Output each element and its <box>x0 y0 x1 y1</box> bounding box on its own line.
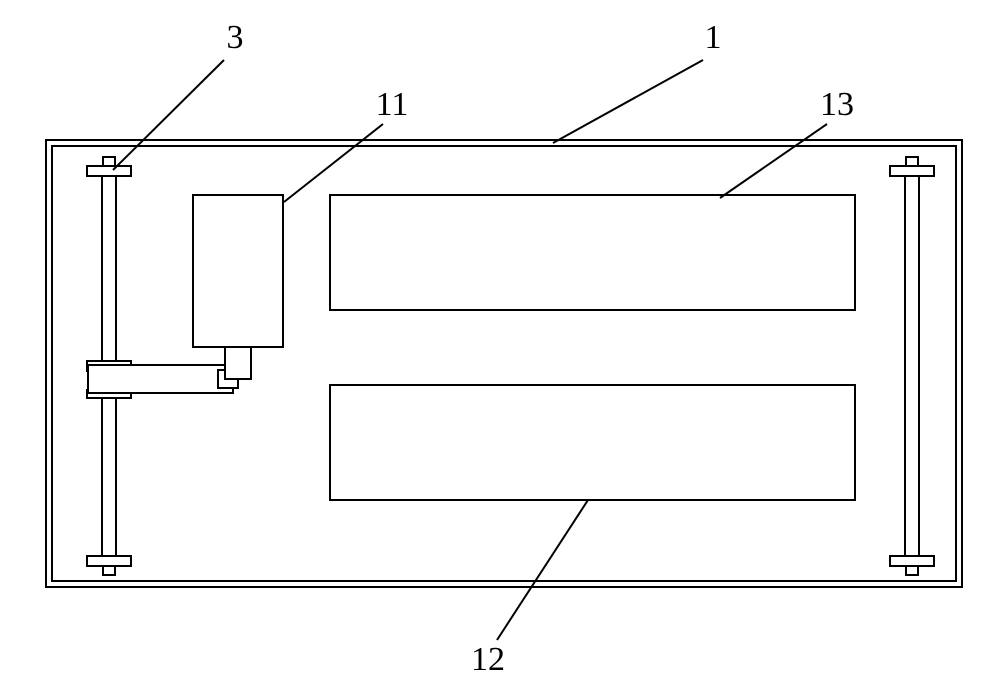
rod-left-cap-1 <box>87 556 131 566</box>
slot-bottom <box>330 385 855 500</box>
motor-shaft <box>225 347 251 379</box>
frame-inner <box>52 146 956 581</box>
motor-body <box>193 195 283 347</box>
rod-right-tip-1 <box>906 566 918 575</box>
rod-left-tip-1 <box>103 566 115 575</box>
slot-top <box>330 195 855 310</box>
rod-right-shaft <box>905 176 919 556</box>
frame-outer <box>46 140 962 587</box>
rod-right-cap-0 <box>890 166 934 176</box>
diagram-canvas: 13111312 <box>0 0 1000 690</box>
label-13: 13 <box>820 86 854 123</box>
label-11: 11 <box>376 86 409 123</box>
rod-right-tip-0 <box>906 157 918 166</box>
leader-11 <box>284 124 383 202</box>
rod-left-tip-0 <box>103 157 115 166</box>
leader-1 <box>553 60 703 143</box>
rod-left-cap-0 <box>87 166 131 176</box>
leader-12 <box>497 500 588 640</box>
rod-right-cap-1 <box>890 556 934 566</box>
crank-plate <box>88 365 233 393</box>
leader-3 <box>113 60 224 170</box>
label-3: 3 <box>227 19 244 56</box>
label-1: 1 <box>705 19 722 56</box>
label-12: 12 <box>471 641 505 678</box>
leader-13 <box>720 124 827 198</box>
